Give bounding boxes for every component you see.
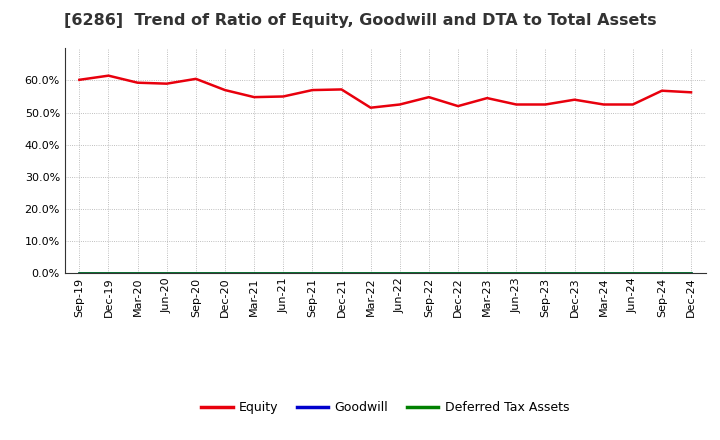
Legend: Equity, Goodwill, Deferred Tax Assets: Equity, Goodwill, Deferred Tax Assets xyxy=(197,396,574,419)
Text: [6286]  Trend of Ratio of Equity, Goodwill and DTA to Total Assets: [6286] Trend of Ratio of Equity, Goodwil… xyxy=(63,13,657,28)
